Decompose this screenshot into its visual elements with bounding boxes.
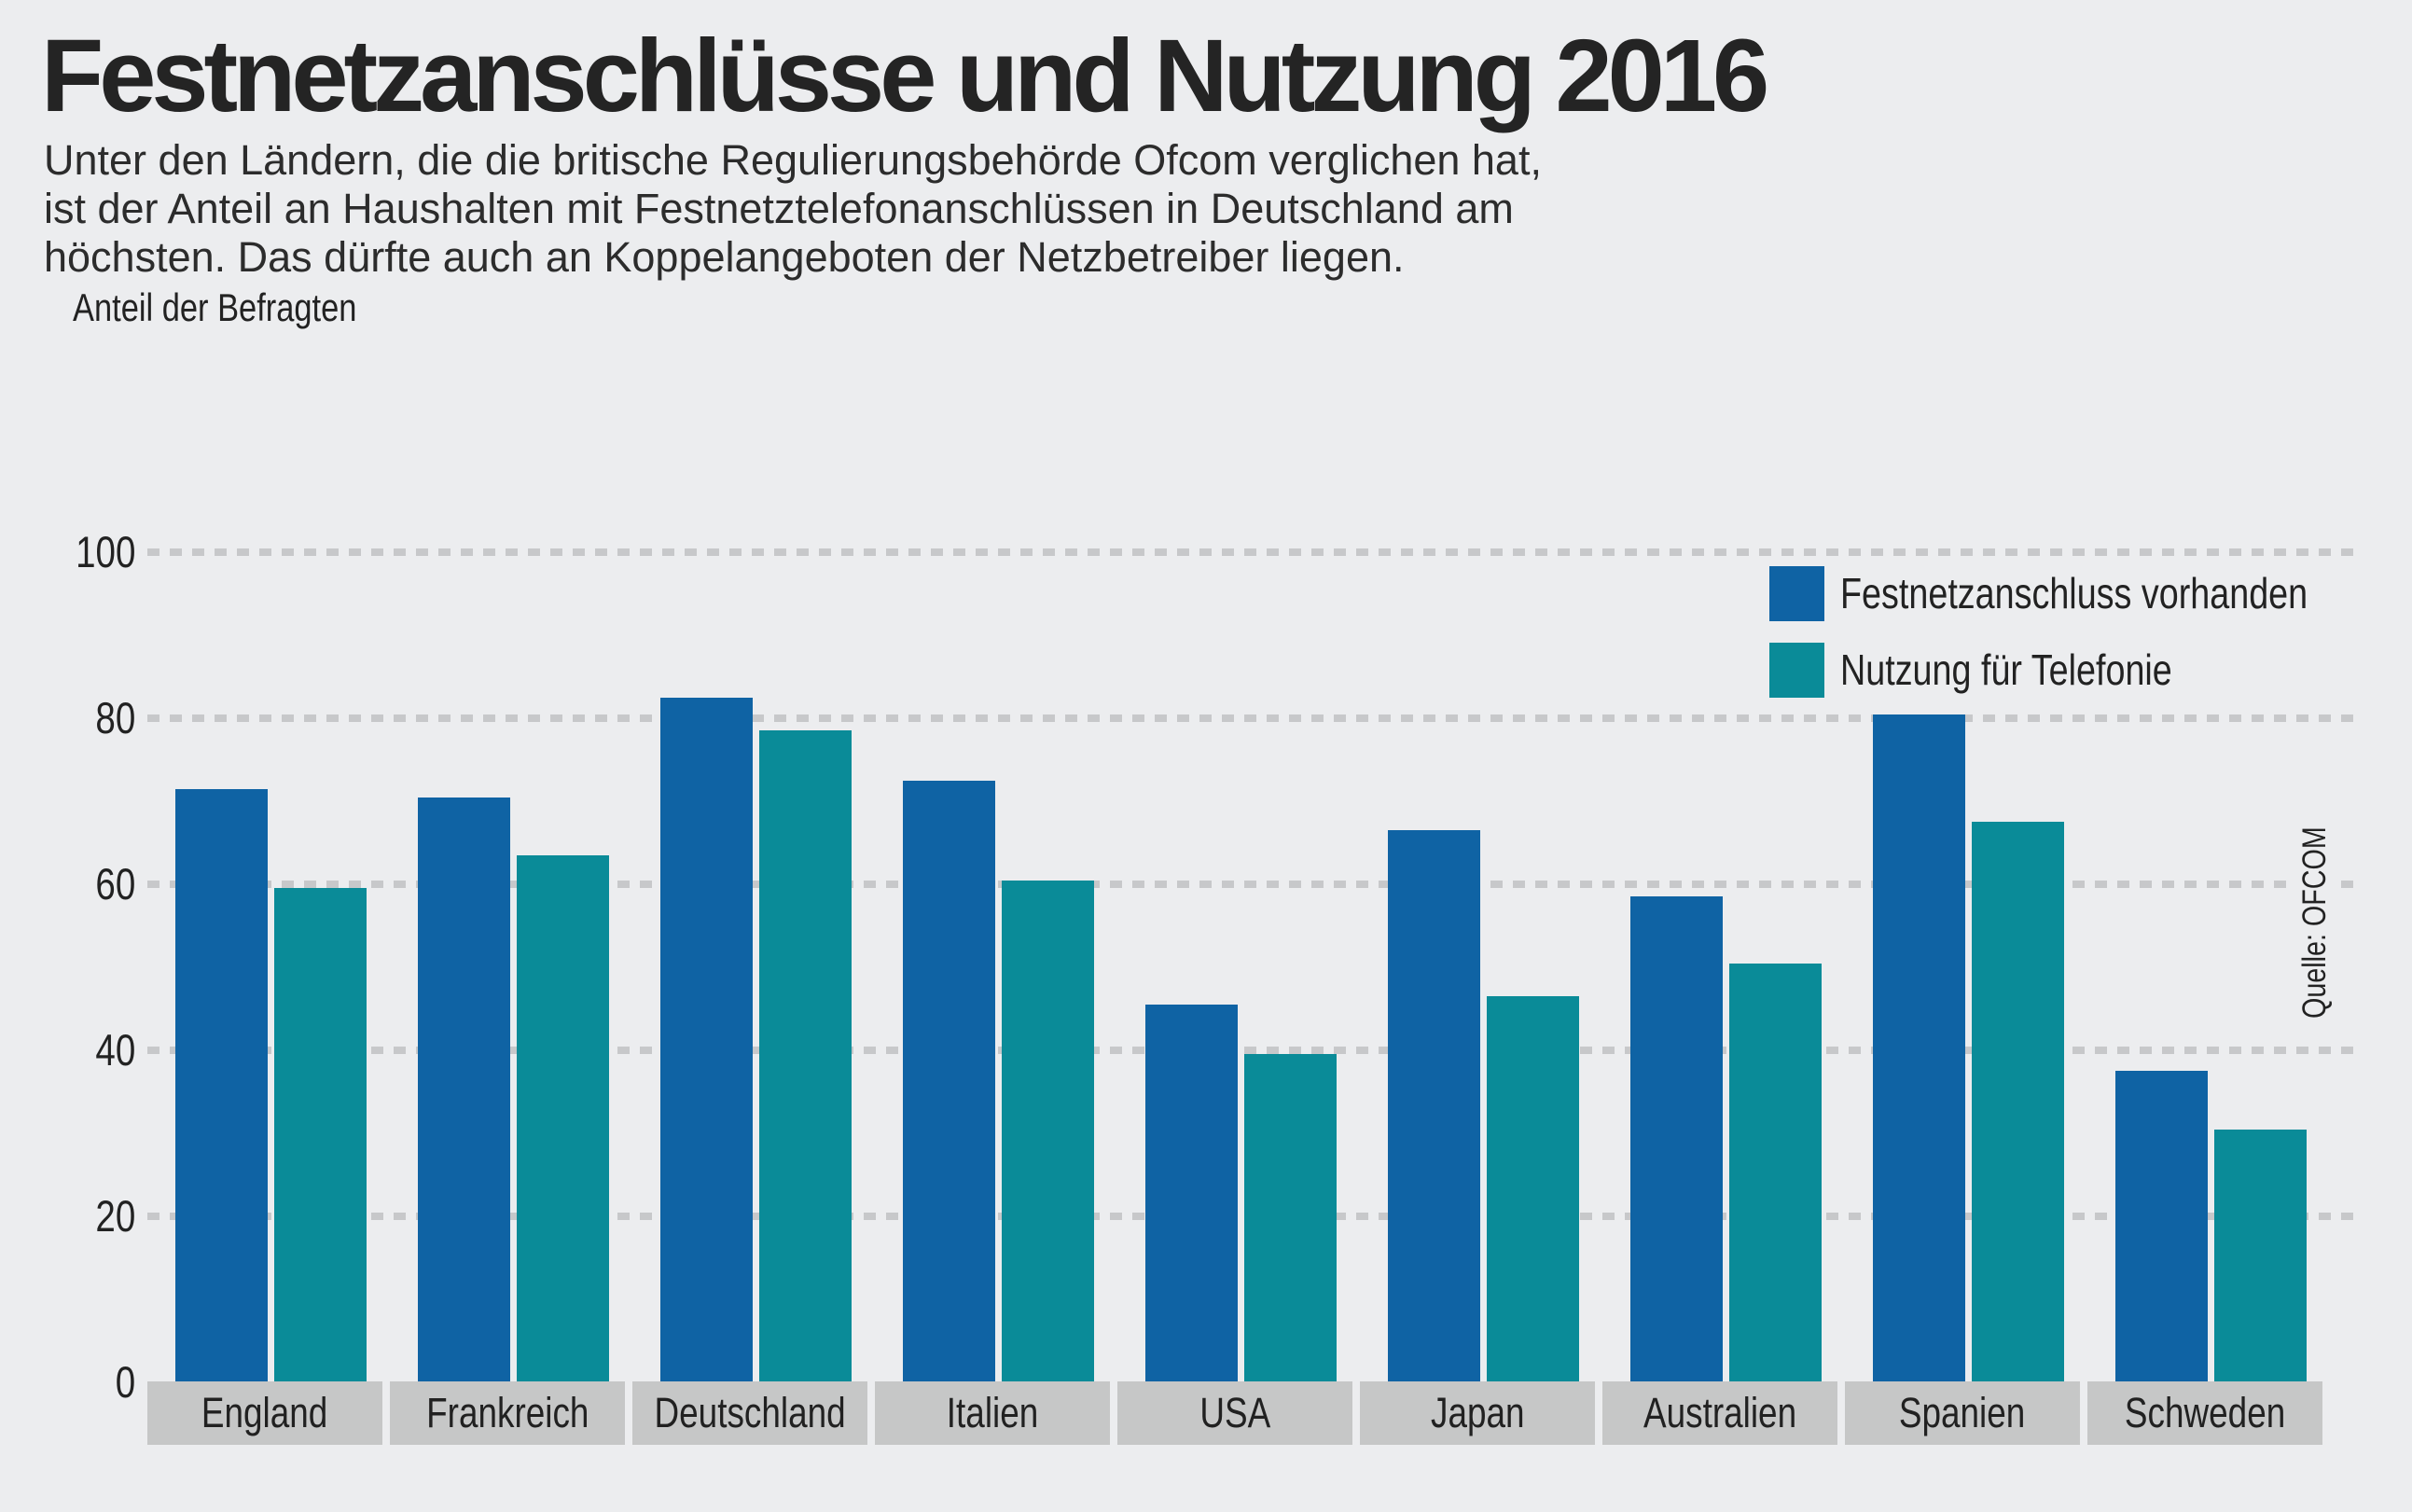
- bar-schweden-series2: [2214, 1129, 2307, 1382]
- category-label-australien: Australien: [1602, 1381, 1837, 1445]
- y-tick-text: 0: [115, 1357, 135, 1407]
- y-tick-label-40: 40: [0, 1024, 135, 1076]
- gridline-60: [147, 881, 2362, 888]
- bar-japan-series2: [1487, 996, 1579, 1382]
- gridline-40: [147, 1047, 2362, 1054]
- bar-australien-series2: [1729, 963, 1822, 1382]
- bar-australien-series1: [1630, 896, 1723, 1382]
- category-label-frankreich: Frankreich: [390, 1381, 625, 1445]
- bar-schweden-series1: [2115, 1071, 2208, 1382]
- legend-label: Festnetzanschluss vorhanden: [1840, 566, 2410, 621]
- bar-italien-series1: [903, 780, 995, 1382]
- bar-italien-series2: [1002, 880, 1094, 1382]
- y-tick-text: 100: [75, 527, 135, 576]
- y-tick-label-0: 0: [0, 1356, 135, 1408]
- category-label-text: Schweden: [2124, 1389, 2286, 1436]
- category-label-spanien: Spanien: [1845, 1381, 2080, 1445]
- legend-color-swatch: [1769, 566, 1824, 621]
- category-label-text: Italien: [946, 1389, 1039, 1436]
- y-tick-label-20: 20: [0, 1190, 135, 1242]
- bar-japan-series1: [1388, 830, 1480, 1382]
- y-tick-label-60: 60: [0, 858, 135, 910]
- category-label-schweden: Schweden: [2087, 1381, 2322, 1445]
- legend-item: Nutzung für Telefonie: [1769, 643, 2245, 698]
- bar-spanien-series1: [1873, 714, 1965, 1382]
- bar-england-series2: [274, 888, 367, 1382]
- bar-spanien-series2: [1972, 822, 2064, 1382]
- category-label-text: Japan: [1430, 1389, 1525, 1436]
- y-tick-label-100: 100: [0, 526, 135, 578]
- y-tick-text: 40: [95, 1025, 135, 1075]
- bar-england-series1: [175, 788, 268, 1382]
- page-title: Festnetzanschlüsse und Nutzung 2016: [41, 19, 1769, 133]
- bar-deutschland-series2: [759, 730, 852, 1382]
- legend-label-text: Festnetzanschluss vorhanden: [1840, 569, 2308, 617]
- bar-frankreich-series1: [418, 797, 510, 1382]
- category-label-text: Frankreich: [425, 1389, 589, 1436]
- y-axis-title: Anteil der Befragten: [73, 285, 419, 330]
- legend-label: Nutzung für Telefonie: [1840, 643, 2245, 698]
- y-tick-text: 20: [95, 1191, 135, 1241]
- bar-usa-series2: [1244, 1054, 1337, 1382]
- legend-item: Festnetzanschluss vorhanden: [1769, 566, 2410, 621]
- y-tick-text: 80: [95, 693, 135, 742]
- legend-label-text: Nutzung für Telefonie: [1840, 645, 2172, 694]
- bar-usa-series1: [1145, 1005, 1238, 1382]
- category-label-text: England: [201, 1389, 328, 1436]
- category-label-text: Spanien: [1899, 1389, 2026, 1436]
- gridline-100: [147, 548, 2362, 556]
- subtitle-line: höchsten. Das dürfte auch an Koppelangeb…: [44, 233, 1405, 281]
- category-label-text: Australien: [1643, 1389, 1797, 1436]
- subtitle-line: Unter den Ländern, die die britische Reg…: [44, 136, 1542, 184]
- legend-color-swatch: [1769, 643, 1824, 698]
- category-label-italien: Italien: [875, 1381, 1110, 1445]
- category-label-text: Deutschland: [654, 1389, 846, 1436]
- category-label-usa: USA: [1117, 1381, 1352, 1445]
- category-label-england: England: [147, 1381, 382, 1445]
- category-label-japan: Japan: [1360, 1381, 1595, 1445]
- source-credit: Quelle: OFCOM: [2296, 775, 2334, 1028]
- bar-frankreich-series2: [517, 854, 609, 1382]
- bar-deutschland-series1: [660, 697, 753, 1382]
- subtitle-line: ist der Anteil an Haushalten mit Festnet…: [44, 185, 1514, 232]
- category-label-deutschland: Deutschland: [632, 1381, 867, 1445]
- y-tick-text: 60: [95, 859, 135, 909]
- y-axis-title-text: Anteil der Befragten: [73, 285, 357, 329]
- category-label-text: USA: [1199, 1389, 1270, 1436]
- gridline-80: [147, 714, 2362, 722]
- source-credit-text: Quelle: OFCOM: [2296, 826, 2333, 1019]
- y-tick-label-80: 80: [0, 692, 135, 744]
- chart-subtitle: Unter den Ländern, die die britische Reg…: [44, 136, 1542, 282]
